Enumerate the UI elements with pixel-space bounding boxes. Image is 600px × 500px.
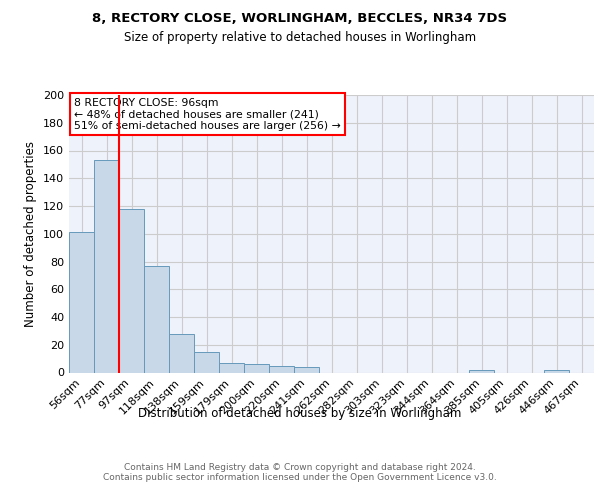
Bar: [469, 370, 494, 372]
Bar: [269, 366, 294, 372]
Bar: [69, 232, 94, 372]
Text: Size of property relative to detached houses in Worlingham: Size of property relative to detached ho…: [124, 31, 476, 44]
Bar: [244, 364, 269, 372]
Text: 8 RECTORY CLOSE: 96sqm
← 48% of detached houses are smaller (241)
51% of semi-de: 8 RECTORY CLOSE: 96sqm ← 48% of detached…: [74, 98, 341, 131]
Bar: [219, 363, 244, 372]
Text: 8, RECTORY CLOSE, WORLINGHAM, BECCLES, NR34 7DS: 8, RECTORY CLOSE, WORLINGHAM, BECCLES, N…: [92, 12, 508, 26]
Bar: [119, 209, 144, 372]
Bar: [94, 160, 119, 372]
Bar: [144, 266, 169, 372]
Y-axis label: Number of detached properties: Number of detached properties: [25, 141, 37, 327]
Text: Contains HM Land Registry data © Crown copyright and database right 2024.
Contai: Contains HM Land Registry data © Crown c…: [103, 462, 497, 482]
Bar: [294, 367, 319, 372]
Bar: [194, 352, 219, 372]
Bar: [169, 334, 194, 372]
Text: Distribution of detached houses by size in Worlingham: Distribution of detached houses by size …: [139, 408, 461, 420]
Bar: [544, 370, 569, 372]
